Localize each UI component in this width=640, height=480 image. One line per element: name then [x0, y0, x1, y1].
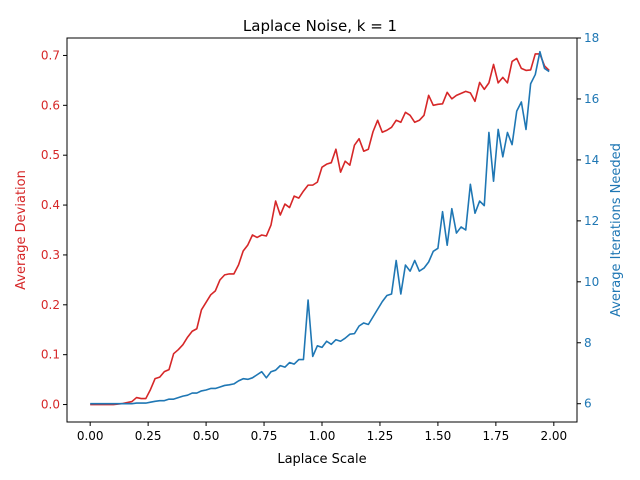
- x-tick-label: 1.25: [367, 429, 394, 443]
- x-tick-label: 2.00: [540, 429, 567, 443]
- series-line-average-iterations: [90, 50, 550, 405]
- right-y-tick-label: 14: [584, 153, 599, 167]
- x-tick-label: 1.50: [425, 429, 452, 443]
- right-y-axis-label: Average Iterations Needed: [609, 143, 624, 317]
- chart-title: Laplace Noise, k = 1: [243, 17, 397, 35]
- x-tick-label: 1.00: [309, 429, 336, 443]
- left-y-axis-ticks: 0.0 0.1 0.2 0.3 0.4 0.5 0.6 0.7: [41, 48, 67, 412]
- x-axis-label: Laplace Scale: [277, 452, 366, 467]
- right-y-tick-label: 18: [584, 31, 599, 45]
- series-layer: [90, 50, 550, 406]
- right-y-tick-label: 6: [584, 397, 592, 411]
- right-y-tick-label: 12: [584, 214, 599, 228]
- left-y-tick-label: 0.7: [41, 48, 60, 62]
- left-y-tick-label: 0.0: [41, 398, 60, 412]
- x-axis-ticks: 0.00 0.25 0.50 0.75 1.00 1.25 1.50 1.75 2.00: [77, 422, 567, 443]
- left-y-tick-label: 0.4: [41, 198, 60, 212]
- x-tick-label: 0.50: [193, 429, 220, 443]
- left-y-axis-label: Average Deviation: [14, 170, 29, 290]
- right-y-axis-ticks: 6 8 10 12 14 16 18: [577, 31, 599, 411]
- plot-frame: [66, 37, 578, 423]
- x-tick-label: 1.75: [483, 429, 510, 443]
- x-tick-label: 0.25: [135, 429, 162, 443]
- right-y-tick-label: 10: [584, 275, 599, 289]
- series-line-average-deviation: [90, 53, 550, 406]
- left-y-tick-label: 0.5: [41, 148, 60, 162]
- left-y-tick-label: 0.1: [41, 348, 60, 362]
- left-y-tick-label: 0.3: [41, 248, 60, 262]
- right-y-tick-label: 16: [584, 92, 599, 106]
- x-tick-label: 0.75: [251, 429, 278, 443]
- right-y-tick-label: 8: [584, 336, 592, 350]
- left-y-tick-label: 0.6: [41, 98, 60, 112]
- x-tick-label: 0.00: [77, 429, 104, 443]
- left-y-tick-label: 0.2: [41, 298, 60, 312]
